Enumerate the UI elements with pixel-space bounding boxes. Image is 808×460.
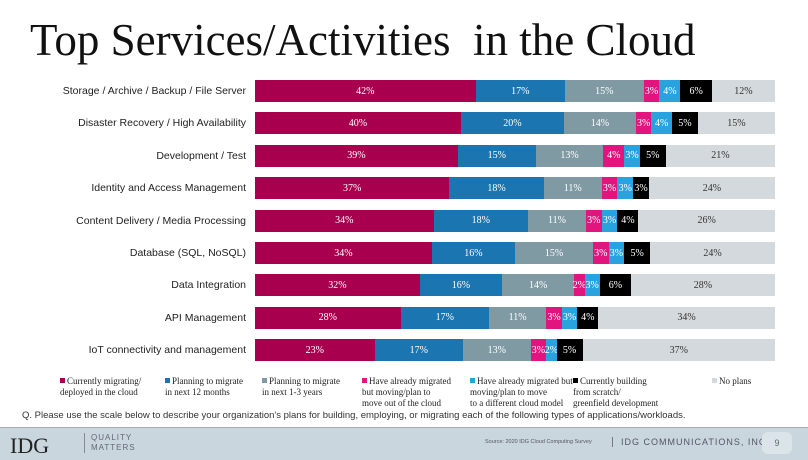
- bar-segment: 34%: [255, 209, 434, 232]
- category-label: Identity and Access Management: [91, 182, 246, 195]
- category-label: Development / Test: [156, 149, 246, 162]
- bar-segment: 37%: [255, 177, 450, 200]
- bar-segment: 13%: [463, 339, 531, 362]
- bar-segment: 18%: [433, 209, 529, 232]
- legend-item: No plans: [712, 376, 751, 387]
- bar-segment: 12%: [711, 80, 775, 102]
- bar-segment: 23%: [255, 339, 375, 362]
- chart-title: Top Services/Activities in the Cloud: [30, 15, 696, 65]
- bar-segment: 2%: [573, 274, 586, 297]
- idg-logo: IDG: [10, 433, 50, 458]
- bar-segment: 5%: [624, 242, 651, 264]
- bar-segment: 2%: [545, 339, 558, 362]
- legend-item: Have already migrated but moving/plan to…: [362, 376, 451, 408]
- bar-segment: 4%: [603, 144, 625, 167]
- bar-segment: 16%: [431, 242, 515, 264]
- bar-segment: 40%: [255, 112, 461, 135]
- bar-segment: 17%: [374, 339, 463, 362]
- bar-segment: 3%: [546, 306, 562, 329]
- bar-segment: 3%: [601, 177, 618, 200]
- bar-segment: 3%: [561, 306, 578, 329]
- bar-segment: 4%: [651, 112, 673, 135]
- category-label: IoT connectivity and management: [88, 344, 246, 357]
- bar-segment: 3%: [617, 177, 634, 200]
- tagline: QUALITY MATTERS: [84, 433, 136, 453]
- bar-segment: 24%: [650, 242, 775, 264]
- bar-segment: 28%: [630, 274, 775, 297]
- bar-segment: 3%: [635, 112, 652, 135]
- bar-segment: 6%: [680, 80, 712, 102]
- bar-segment: 34%: [598, 306, 775, 329]
- bar-segment: 21%: [665, 144, 775, 167]
- legend-swatch: [712, 378, 717, 383]
- bar-segment: 3%: [530, 339, 547, 362]
- bar-segment: 32%: [255, 274, 420, 297]
- category-label: Disaster Recovery / High Availability: [78, 117, 246, 130]
- bar-segment: 14%: [563, 112, 636, 135]
- bar-segment: 6%: [599, 274, 631, 297]
- footer: IDG QUALITY MATTERS Source: 2020 IDG Clo…: [0, 427, 808, 460]
- legend-swatch: [165, 378, 170, 383]
- bar-segment: 5%: [556, 339, 583, 362]
- bar-segment: 16%: [419, 274, 503, 297]
- bar-segment: 5%: [639, 144, 666, 167]
- bar-segment: 14%: [502, 274, 575, 297]
- legend-swatch: [362, 378, 367, 383]
- bar-segment: 4%: [577, 306, 599, 329]
- legend-item: Have already migrated but moving/plan to…: [470, 376, 573, 408]
- bar-segment: 4%: [617, 209, 639, 232]
- legend-item: Currently building from scratch/ greenfi…: [573, 376, 659, 408]
- survey-question: Q. Please use the scale below to describ…: [22, 410, 686, 421]
- bar-segment: 11%: [528, 209, 586, 232]
- bar-segment: 3%: [633, 177, 649, 200]
- bar-segment: 15%: [457, 144, 536, 167]
- company-name: IDG COMMUNICATIONS, INC.: [612, 437, 770, 447]
- category-label: Content Delivery / Media Processing: [76, 214, 246, 227]
- legend-swatch: [262, 378, 267, 383]
- bar-segment: 11%: [489, 306, 547, 329]
- bar-segment: 3%: [601, 209, 618, 232]
- category-label: Storage / Archive / Backup / File Server: [62, 85, 246, 97]
- legend-swatch: [60, 378, 65, 383]
- bar-segment: 3%: [608, 242, 625, 264]
- bar-segment: 15%: [697, 112, 775, 135]
- page-number: 9: [762, 432, 792, 454]
- legend-item: Planning to migrate in next 1-3 years: [262, 376, 340, 397]
- bar-segment: 11%: [543, 177, 602, 200]
- bar-segment: 3%: [584, 274, 600, 297]
- bar-segment: 3%: [624, 144, 640, 167]
- bar-segment: 17%: [475, 80, 565, 102]
- bar-segment: 34%: [255, 242, 432, 264]
- legend-item: Currently migrating/ deployed in the clo…: [60, 376, 142, 397]
- category-label: Data Integration: [171, 279, 246, 292]
- category-label: Database (SQL, NoSQL): [129, 247, 246, 259]
- bar-segment: 26%: [638, 209, 775, 232]
- bar-segment: 3%: [593, 242, 609, 264]
- legend-item: Planning to migrate in next 12 months: [165, 376, 243, 397]
- legend-swatch: [470, 378, 475, 383]
- bar-segment: 20%: [460, 112, 564, 135]
- bar-segment: 15%: [564, 80, 644, 102]
- bar-segment: 42%: [255, 80, 476, 102]
- bar-segment: 28%: [255, 306, 401, 329]
- bar-segment: 5%: [672, 112, 698, 135]
- bar-segment: 13%: [535, 144, 604, 167]
- source-note: Source: 2020 IDG Cloud Computing Survey: [485, 439, 592, 445]
- legend-swatch: [573, 378, 578, 383]
- bar-segment: 18%: [449, 177, 544, 200]
- bar-segment: 3%: [585, 209, 602, 232]
- bar-segment: 24%: [648, 177, 775, 200]
- bar-segment: 17%: [400, 306, 489, 329]
- bar-segment: 4%: [659, 80, 681, 102]
- bar-segment: 37%: [582, 339, 775, 362]
- bar-segment: 15%: [515, 242, 593, 264]
- bar-segment: 39%: [255, 144, 458, 167]
- category-label: API Management: [164, 311, 246, 324]
- bar-segment: 3%: [643, 80, 660, 102]
